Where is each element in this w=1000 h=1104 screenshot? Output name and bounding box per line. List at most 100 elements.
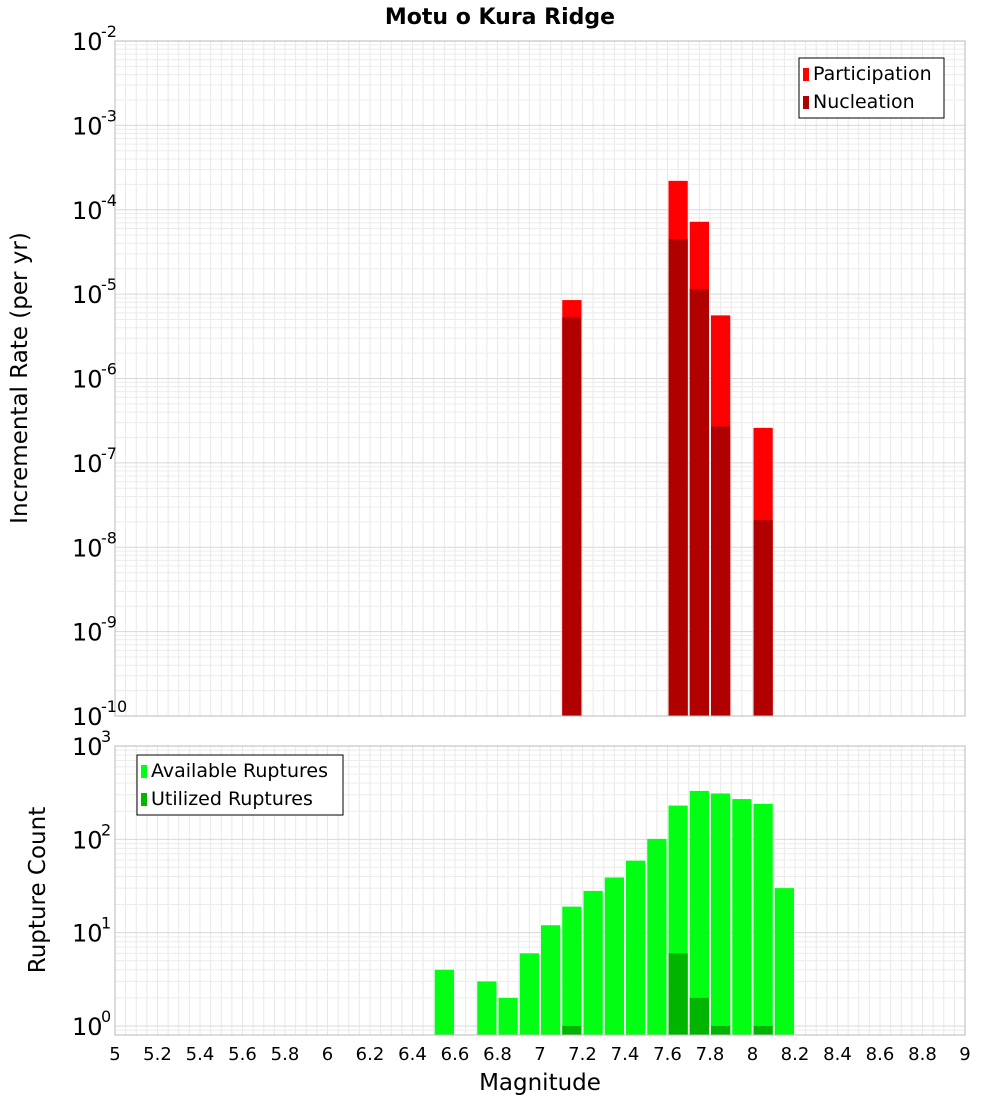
top-bar [753,520,773,716]
x-tick-label: 7.2 [568,1044,597,1065]
top-bar [562,317,582,716]
y-tick-exponent: -6 [101,360,117,379]
x-tick-label: 6.2 [356,1044,385,1065]
bottom-bar [774,888,794,1035]
y-tick-label: 10 [72,733,103,761]
bottom-series-0 [434,790,794,1035]
bottom-bar [434,969,454,1035]
y-tick-exponent: -5 [101,275,117,294]
y-tick-label: 10 [72,920,103,948]
x-tick-label: 6.8 [483,1044,512,1065]
x-tick-label: 7.4 [611,1044,640,1065]
top-y-axis-label: Incremental Rate (per yr) [7,232,33,524]
legend-label: Utilized Ruptures [151,788,313,810]
y-tick-exponent: 3 [101,727,111,746]
y-tick-exponent: -8 [101,528,117,547]
legend-label: Nucleation [813,91,915,113]
bottom-bar [562,906,582,1035]
bottom-bar [732,799,752,1035]
bottom-bar [562,1025,582,1035]
x-tick-label: 5.2 [143,1044,172,1065]
top-bar [689,289,709,716]
y-tick-label: 10 [72,1013,103,1041]
legend-swatch [141,765,147,778]
x-tick-label: 8.6 [866,1044,895,1065]
top-plot-border [114,40,966,717]
y-tick-exponent: 1 [101,914,111,933]
bottom-bar [711,1025,731,1035]
top-legend-box [798,57,945,119]
x-tick-label: 8.2 [781,1044,810,1065]
bottom-bar [647,838,667,1035]
y-tick-exponent: -3 [101,106,117,125]
x-tick-label: 6.6 [441,1044,470,1065]
x-tick-label: 9 [959,1044,970,1065]
x-tick-label: 7.8 [696,1044,725,1065]
x-tick-label: 6.4 [398,1044,427,1065]
bottom-plot-border [114,745,966,1036]
y-tick-label: 10 [72,281,103,309]
x-tick-label: 5 [109,1044,120,1065]
bottom-bar [477,981,497,1035]
top-bar [711,426,731,716]
top-series-1 [562,239,773,716]
y-tick-label: 10 [72,619,103,647]
chart-title: Motu o Kura Ridge [385,5,615,30]
bottom-y-axis-label: Rupture Count [25,807,51,973]
legend-swatch [803,96,809,109]
y-tick-exponent: 2 [101,820,111,839]
y-tick-exponent: -2 [101,22,117,41]
y-tick-label: 10 [72,28,103,56]
y-tick-label: 10 [72,366,103,394]
bottom-bar [583,890,603,1035]
bottom-series-1 [562,953,773,1035]
x-tick-label: 8.8 [908,1044,937,1065]
y-tick-exponent: -7 [101,444,117,463]
y-tick-label: 10 [72,450,103,478]
y-tick-label: 10 [72,197,103,225]
y-tick-exponent: -4 [101,191,117,210]
bottom-bar [689,790,709,1035]
x-tick-label: 5.4 [186,1044,215,1065]
top-legend: Participation Nucleation [798,57,945,119]
bottom-bar [668,953,688,1035]
bottom-bar [626,860,646,1035]
y-tick-label: 10 [72,826,103,854]
x-tick-label: 8 [747,1044,758,1065]
bottom-bar [519,953,539,1035]
x-tick-label: 6 [322,1044,333,1065]
bottom-bar [604,877,624,1035]
bottom-bar [753,803,773,1035]
legend-label: Participation [813,63,932,85]
bottom-legend-box [136,754,344,816]
x-ticks: 5 5.2 5.4 5.6 5.8 6 6.2 6.4 6.6 6.8 7 7.2 7.4 7.6 7.8 8… [109,1044,970,1065]
top-panel: 10-1010-910-810-710-610-510-410-310-2Par… [72,22,966,731]
bottom-bar [753,1025,773,1035]
bottom-bar [498,997,518,1035]
x-axis-label: Magnitude [479,1070,601,1096]
x-tick-label: 5.6 [228,1044,257,1065]
y-tick-label: 10 [72,534,103,562]
y-tick-label: 10 [72,703,103,731]
legend-label: Available Ruptures [151,760,328,782]
bottom-legend: Available Ruptures Utilized Ruptures [136,754,344,816]
legend-swatch [141,793,147,806]
bottom-bar [711,793,731,1035]
y-tick-exponent: -10 [101,697,127,716]
y-tick-label: 10 [72,112,103,140]
y-tick-exponent: 0 [101,1007,111,1026]
x-tick-label: 5.8 [271,1044,300,1065]
x-tick-label: 8.4 [823,1044,852,1065]
bottom-bar [689,997,709,1035]
top-bar [668,239,688,716]
bottom-bar [541,925,561,1035]
legend-swatch [803,68,809,81]
top-grid [114,40,966,717]
x-tick-label: 7.6 [653,1044,682,1065]
y-tick-exponent: -9 [101,613,117,632]
